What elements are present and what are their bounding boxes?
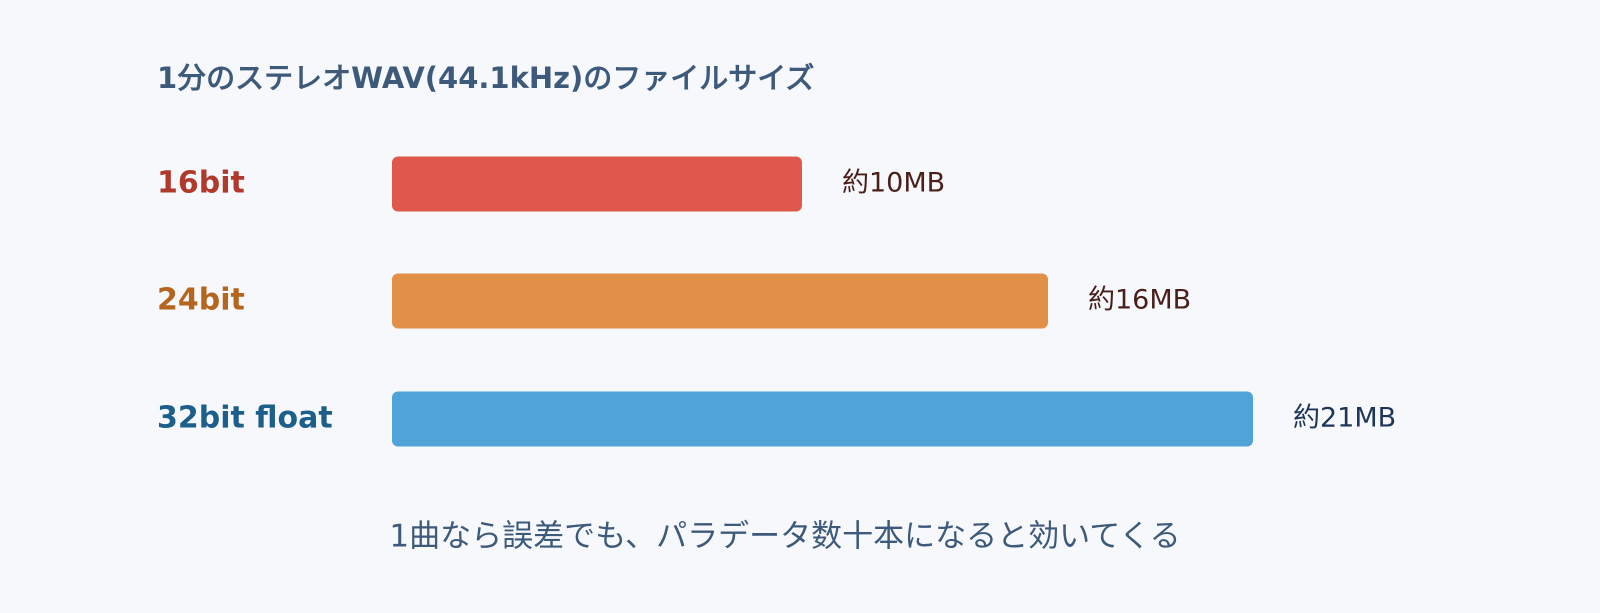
bar	[392, 391, 1253, 447]
bar	[392, 156, 802, 212]
chart-note: 1曲なら誤差でも、パラデータ数十本になると効いてくる	[389, 519, 1180, 555]
category-label: 32bit float	[157, 401, 333, 436]
value-label: 約16MB	[1088, 285, 1191, 316]
value-label: 約21MB	[1293, 403, 1396, 434]
category-label: 24bit	[157, 283, 245, 318]
category-label: 16bit	[157, 166, 245, 201]
chart-title: 1分のステレオWAV(44.1kHz)のファイルサイズ	[157, 61, 814, 95]
bar	[392, 273, 1048, 329]
value-label: 約10MB	[842, 168, 945, 199]
